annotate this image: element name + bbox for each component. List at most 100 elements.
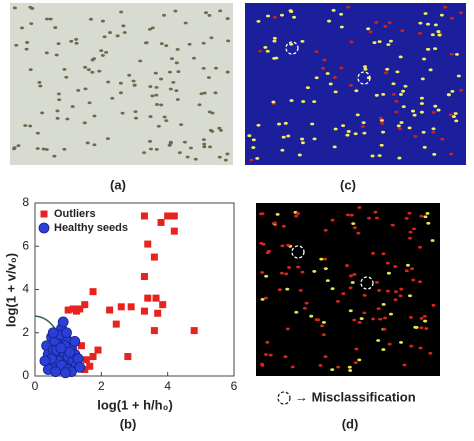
seed (398, 55, 403, 59)
seed (286, 243, 291, 247)
seed (76, 89, 81, 92)
seed (428, 351, 433, 355)
seed (366, 27, 371, 31)
seed (188, 146, 193, 150)
seed (100, 19, 105, 23)
point (50, 366, 61, 378)
seed (350, 281, 355, 284)
seed (264, 274, 269, 278)
seed (287, 266, 292, 269)
seed (413, 135, 418, 138)
seed (347, 365, 352, 369)
seed (321, 333, 326, 337)
seed (407, 211, 412, 215)
seed (74, 38, 79, 41)
seed (379, 118, 384, 122)
panel-label: (b) (120, 416, 137, 431)
seed (173, 9, 178, 13)
point (64, 346, 76, 358)
seed (433, 47, 438, 51)
seed (148, 115, 153, 118)
seed (218, 128, 223, 132)
seed (352, 318, 357, 322)
seed (373, 210, 378, 214)
seed (297, 153, 302, 157)
seed (431, 110, 436, 114)
seed (24, 47, 29, 51)
point (117, 303, 125, 311)
seed (385, 261, 390, 265)
seed (363, 65, 368, 68)
point (154, 309, 162, 317)
seed (418, 21, 423, 25)
point (140, 273, 148, 281)
seed (277, 288, 282, 292)
seed (144, 41, 149, 45)
seed (285, 327, 290, 331)
seed (422, 57, 427, 61)
seed (19, 26, 24, 30)
seed (357, 206, 362, 209)
seed (355, 113, 360, 117)
seed (202, 91, 207, 95)
point (82, 356, 90, 364)
seed (201, 138, 206, 142)
seed (164, 119, 169, 123)
seed (431, 130, 436, 134)
seed (182, 140, 187, 144)
seed (122, 31, 127, 34)
seed (362, 311, 367, 315)
seed (360, 125, 365, 128)
seed (214, 66, 219, 70)
seed (223, 158, 228, 162)
point (39, 355, 51, 367)
seed (55, 116, 60, 120)
point (64, 306, 72, 314)
seed (362, 293, 367, 297)
seed (404, 216, 409, 220)
seed (377, 40, 382, 44)
seed (284, 272, 289, 276)
seed (312, 270, 317, 273)
seed (52, 154, 57, 158)
seed (115, 34, 120, 38)
seed (286, 134, 291, 138)
point (89, 288, 97, 296)
seed (448, 113, 453, 117)
point (140, 212, 148, 220)
seed (265, 14, 270, 18)
seed (294, 214, 299, 218)
seed (381, 92, 386, 96)
seed (378, 317, 383, 321)
seed (321, 320, 326, 324)
point (152, 294, 160, 302)
seed (202, 145, 207, 149)
seed (348, 286, 353, 290)
seed (345, 133, 350, 137)
seed (359, 317, 364, 320)
seed (408, 230, 413, 234)
seed (179, 123, 184, 127)
seed (294, 310, 299, 314)
seed (439, 13, 444, 17)
seed (87, 101, 92, 105)
seed (401, 89, 406, 93)
seed (285, 287, 290, 291)
seed (260, 271, 265, 274)
seed (174, 61, 179, 65)
seed (390, 223, 395, 227)
seed (419, 110, 424, 114)
seed (56, 42, 61, 46)
seed (177, 151, 182, 155)
seed (175, 48, 180, 51)
seed (319, 257, 324, 261)
seed (25, 41, 30, 44)
seed (368, 30, 373, 34)
seed (300, 270, 305, 274)
seed (88, 17, 93, 21)
seed (417, 31, 422, 35)
point (106, 306, 114, 314)
seed (387, 21, 392, 25)
seed (45, 17, 50, 21)
